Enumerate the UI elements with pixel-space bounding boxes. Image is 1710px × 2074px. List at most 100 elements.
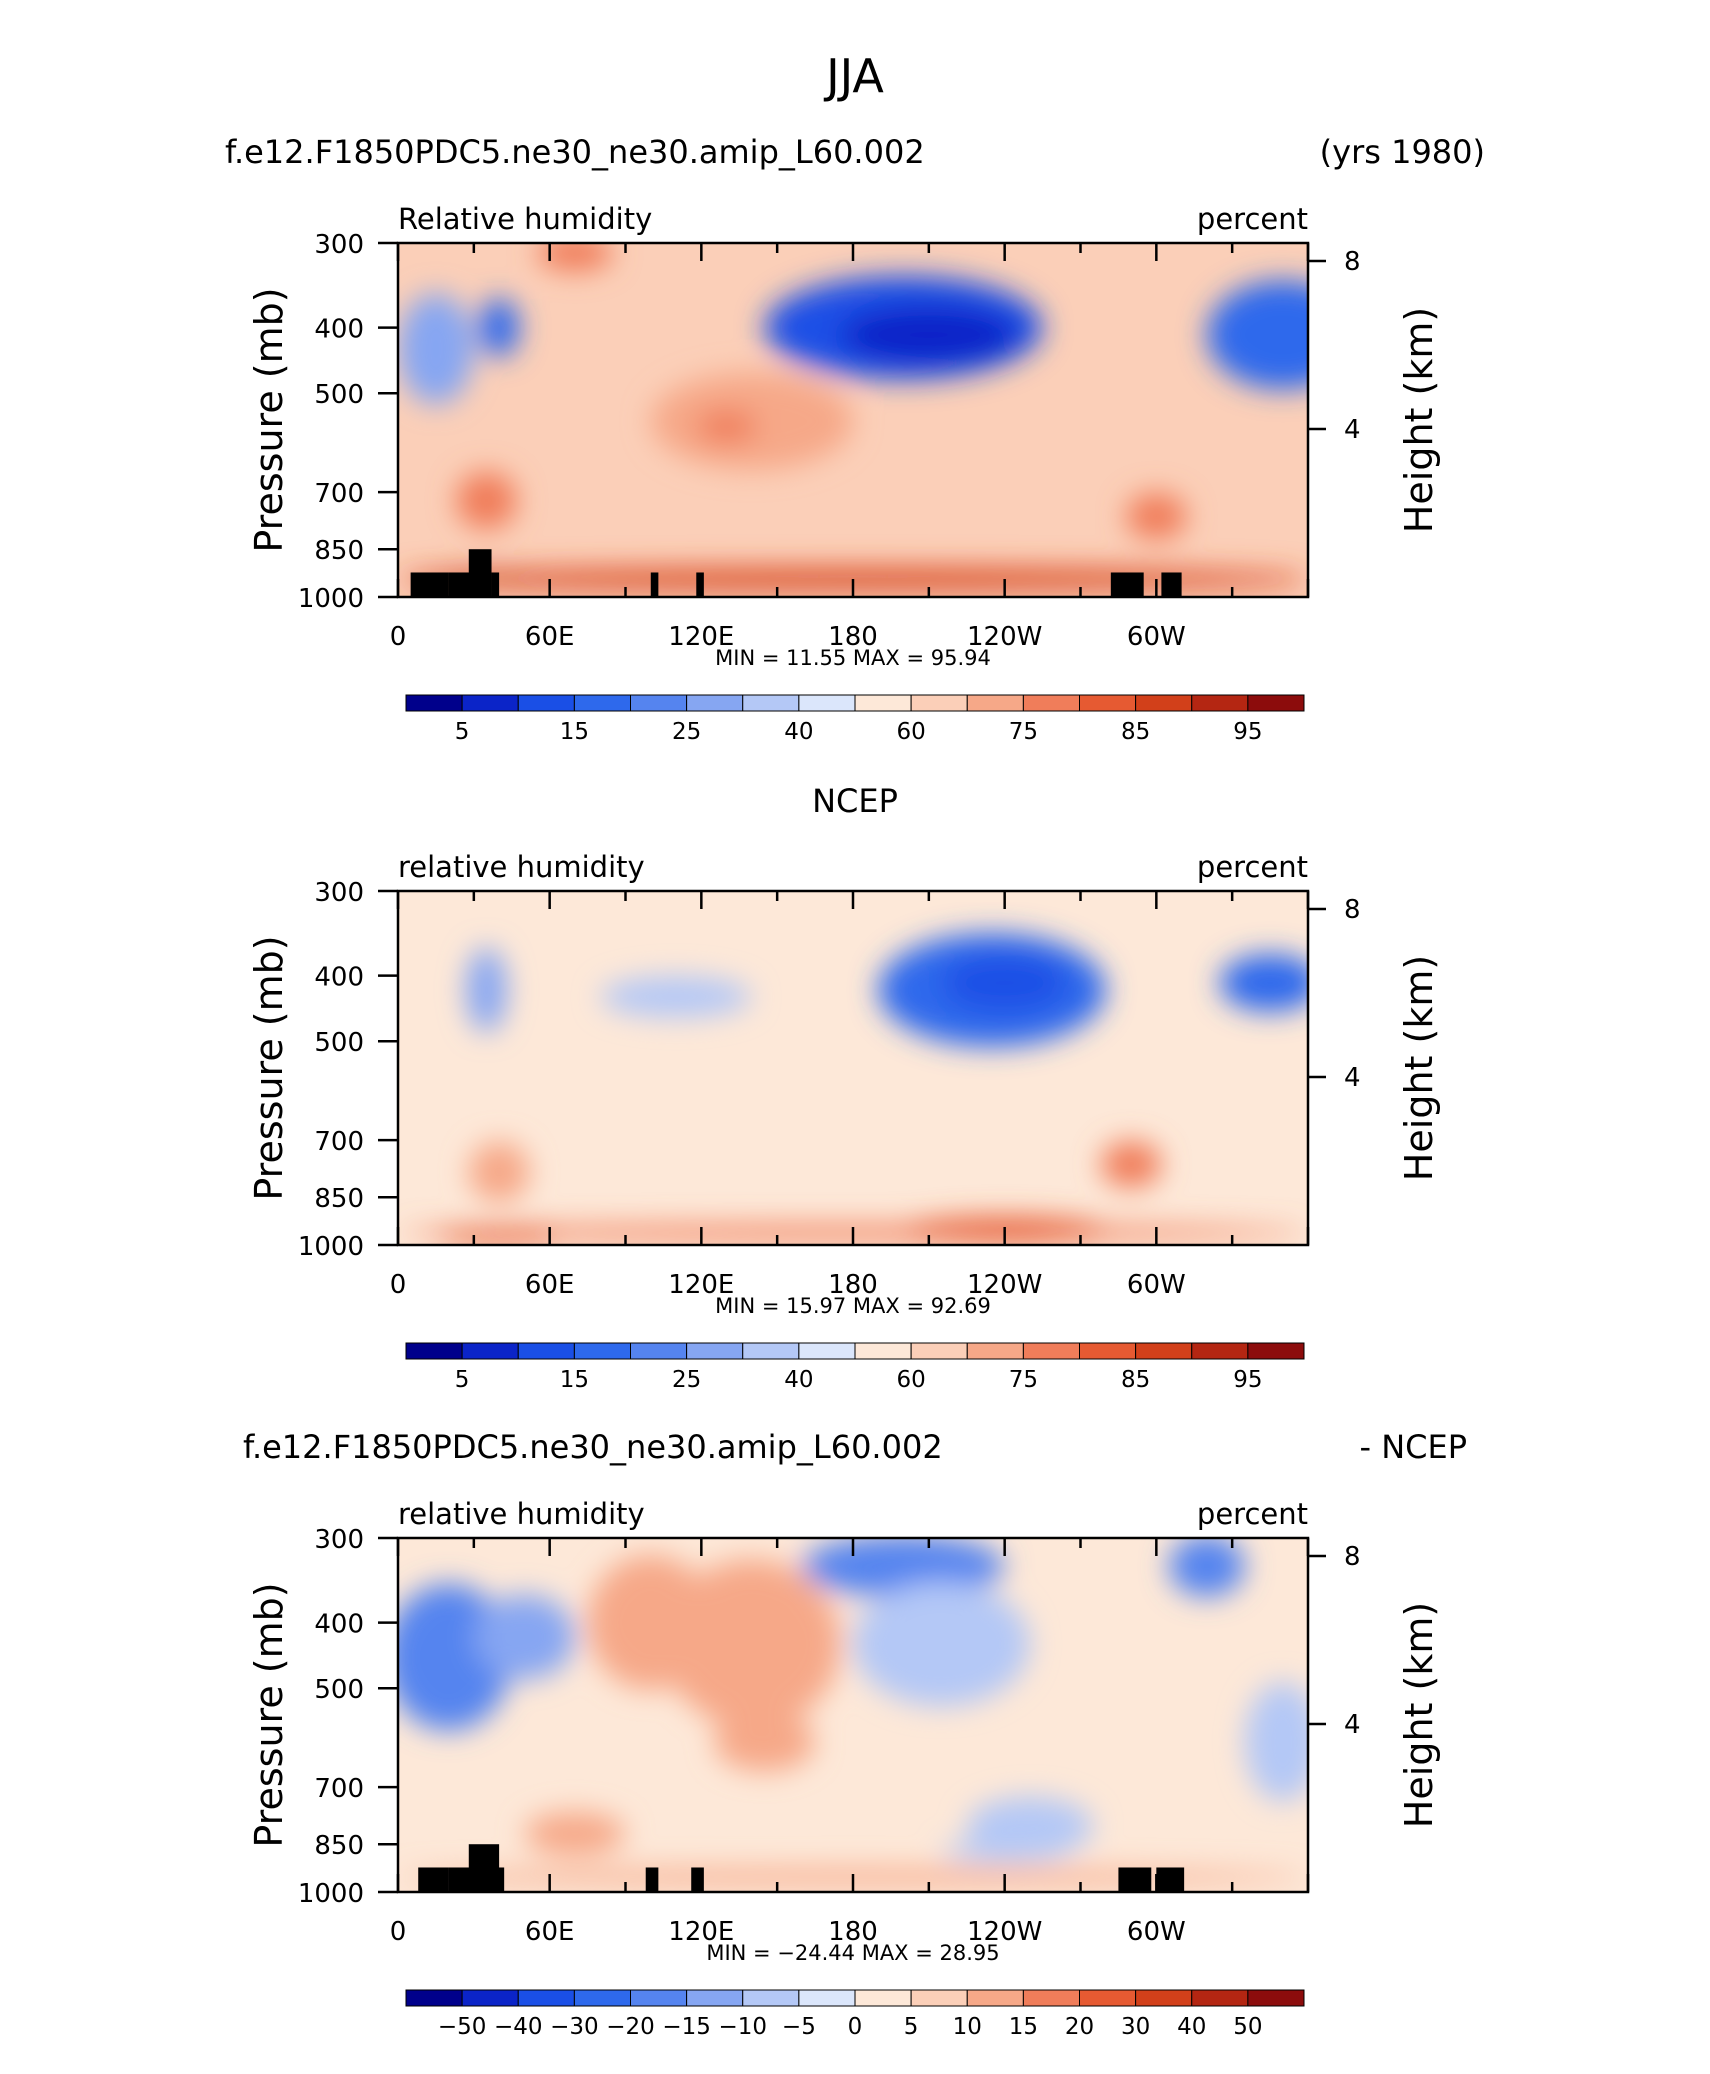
variable-label: Relative humidity <box>398 202 652 236</box>
y-tick-label: 500 <box>314 1675 364 1705</box>
y-tick-label: 850 <box>314 536 364 566</box>
panel-2-field <box>398 891 1308 1245</box>
land-mask <box>1118 1867 1152 1892</box>
contour-region <box>468 1141 530 1203</box>
contour-region <box>1100 1141 1162 1188</box>
right-tick-label: 4 <box>1344 1710 1361 1740</box>
colorbar-swatch <box>966 694 1024 712</box>
units-label: percent <box>1197 1497 1308 1531</box>
colorbar-swatch <box>1022 1989 1080 2007</box>
contour-region <box>663 1559 841 1729</box>
x-tick-label: 180 <box>828 622 878 652</box>
colorbar-label: 20 <box>1065 2014 1094 2040</box>
min-max-stats: MIN = 15.97 MAX = 92.69 <box>715 1294 991 1318</box>
contour-region <box>1244 1682 1308 1802</box>
right-axis-label: Height (km) <box>1397 955 1441 1181</box>
panel-1: Relative humidity percent3004005007008501… <box>247 202 1441 745</box>
colorbar-label: 60 <box>896 1367 925 1393</box>
colorbar-label: 95 <box>1233 1367 1262 1393</box>
panel-3-field <box>398 1538 1308 1892</box>
contour-region <box>1206 280 1308 390</box>
x-tick-label: 120E <box>668 1270 734 1300</box>
panel1-case-title: f.e12.F1850PDC5.ne30_ne30.amip_L60.002 <box>225 133 925 171</box>
colorbar-swatch <box>798 694 856 712</box>
colorbar-label: 50 <box>1233 2014 1262 2040</box>
contour-region <box>600 976 752 1018</box>
colorbar-swatch <box>742 1342 800 1360</box>
contour-region <box>696 410 757 443</box>
colorbar-label: 0 <box>848 2014 863 2040</box>
right-tick-label: 8 <box>1344 1542 1361 1572</box>
panel-2: relative humidity percent3004005007008501… <box>247 850 1441 1393</box>
y-tick-label: 700 <box>314 1774 364 1804</box>
y-axis-label: Pressure (mb) <box>247 935 291 1200</box>
colorbar-swatch <box>798 1989 856 2007</box>
colorbar-label: 95 <box>1233 719 1262 745</box>
x-tick-label: 180 <box>828 1270 878 1300</box>
colorbar-label: −15 <box>662 2014 711 2040</box>
colorbar-swatch <box>966 1342 1024 1360</box>
colorbar-label: 40 <box>1177 2014 1206 2040</box>
colorbar-label: 15 <box>560 719 589 745</box>
colorbar-swatch <box>1079 1989 1137 2007</box>
colorbar-label: 30 <box>1121 2014 1150 2040</box>
field-contours <box>398 1538 1308 1885</box>
colorbar-label: 85 <box>1121 719 1150 745</box>
colorbar-swatch <box>854 694 912 712</box>
land-mask <box>410 572 449 597</box>
colorbar-swatch <box>517 1989 575 2007</box>
panel-1-field <box>398 243 1308 597</box>
colorbar-swatch <box>1247 1989 1305 2007</box>
x-tick-label: 120E <box>668 1917 734 1947</box>
colorbar-swatch <box>854 1342 912 1360</box>
colorbar-swatch <box>573 1342 631 1360</box>
y-tick-label: 500 <box>314 1028 364 1058</box>
colorbar-label: −40 <box>494 2014 543 2040</box>
y-tick-label: 1000 <box>298 1232 364 1262</box>
colorbar-swatch <box>686 1342 744 1360</box>
colorbar-swatch <box>405 1989 463 2007</box>
x-tick-label: 60E <box>525 1270 575 1300</box>
colorbar-label: 40 <box>784 1367 813 1393</box>
colorbar-swatch <box>405 694 463 712</box>
right-tick-label: 4 <box>1344 415 1361 445</box>
y-tick-label: 1000 <box>298 584 364 614</box>
right-axis-label: Height (km) <box>1397 307 1441 533</box>
colorbar-label: 5 <box>455 1367 470 1393</box>
colorbar-swatch <box>742 1989 800 2007</box>
contour-region <box>473 1594 575 1680</box>
contour-region <box>456 471 517 530</box>
colorbar-swatch <box>854 1989 912 2007</box>
colorbar-swatch <box>461 1989 519 2007</box>
contour-region <box>466 947 507 1033</box>
x-tick-label: 0 <box>390 622 407 652</box>
colorbar-label: 40 <box>784 719 813 745</box>
colorbar-swatch <box>1191 694 1249 712</box>
colorbar-label: 75 <box>1009 719 1038 745</box>
colorbar-swatch <box>1135 1989 1193 2007</box>
contour-region <box>537 243 613 272</box>
land-mask <box>645 1867 659 1892</box>
land-mask <box>418 1867 449 1892</box>
y-tick-label: 500 <box>314 380 364 410</box>
colorbar-swatch <box>517 1342 575 1360</box>
colorbar-label: 5 <box>904 2014 919 2040</box>
colorbar-swatch <box>742 694 800 712</box>
land-mask <box>650 572 659 597</box>
colorbar-swatch <box>630 1342 688 1360</box>
y-tick-label: 300 <box>314 1525 364 1555</box>
x-tick-label: 120W <box>967 1270 1042 1300</box>
contour-region <box>853 1581 1030 1707</box>
colorbar-swatch <box>1247 1342 1305 1360</box>
variable-label: relative humidity <box>398 1497 645 1531</box>
right-axis-label: Height (km) <box>1397 1602 1441 1828</box>
land-mask <box>1161 572 1182 597</box>
right-tick-label: 4 <box>1344 1063 1361 1093</box>
field-contours <box>398 243 1308 590</box>
colorbar-swatch <box>1247 694 1305 712</box>
panels: Relative humidity percent3004005007008501… <box>247 202 1441 2040</box>
colorbar-swatch <box>630 694 688 712</box>
x-tick-label: 0 <box>390 1270 407 1300</box>
